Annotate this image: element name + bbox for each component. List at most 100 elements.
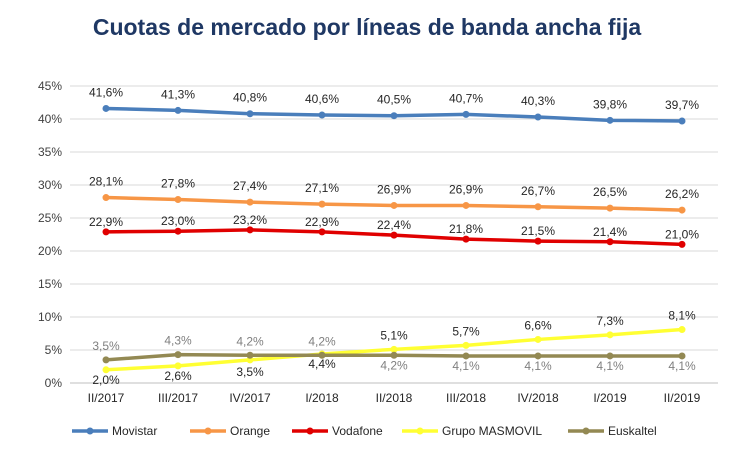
data-label: 27,8% xyxy=(161,177,195,191)
data-point xyxy=(534,335,542,343)
data-point xyxy=(606,331,614,339)
y-tick-label: 30% xyxy=(38,178,62,192)
legend-label: Euskaltel xyxy=(608,424,657,438)
data-point xyxy=(246,110,254,118)
data-label: 27,4% xyxy=(233,179,267,193)
data-point xyxy=(318,351,326,359)
data-point xyxy=(246,198,254,206)
data-label: 40,7% xyxy=(449,91,483,105)
data-label: 23,0% xyxy=(161,214,195,228)
data-label: 3,5% xyxy=(92,339,120,353)
legend-swatch-marker xyxy=(416,427,424,435)
data-label: 39,7% xyxy=(665,98,699,112)
x-tick-label: III/2018 xyxy=(446,391,486,405)
data-point xyxy=(534,113,542,121)
data-point xyxy=(462,352,470,360)
data-label: 21,5% xyxy=(521,224,555,238)
data-point xyxy=(318,111,326,119)
data-point xyxy=(534,203,542,211)
data-point xyxy=(462,201,470,209)
data-label: 40,8% xyxy=(233,91,267,105)
x-tick-label: IV/2017 xyxy=(229,391,271,405)
data-point xyxy=(174,106,182,114)
data-point xyxy=(534,352,542,360)
data-label: 27,1% xyxy=(305,181,339,195)
data-point xyxy=(390,345,398,353)
data-label: 3,5% xyxy=(236,365,264,379)
data-point xyxy=(678,240,686,248)
x-tick-label: IV/2018 xyxy=(517,391,559,405)
data-point xyxy=(318,200,326,208)
x-tick-label: II/2019 xyxy=(664,391,701,405)
data-label: 4,1% xyxy=(452,359,480,373)
data-point xyxy=(390,112,398,120)
data-point xyxy=(102,356,110,364)
data-point xyxy=(174,362,182,370)
data-label: 26,5% xyxy=(593,185,627,199)
data-label: 4,4% xyxy=(308,357,336,371)
legend-swatch-marker xyxy=(204,427,212,435)
data-point xyxy=(318,228,326,236)
data-label: 40,6% xyxy=(305,92,339,106)
data-label: 22,9% xyxy=(305,215,339,229)
data-point xyxy=(390,231,398,239)
legend-label: Vodafone xyxy=(332,424,383,438)
data-label: 41,6% xyxy=(89,85,123,99)
data-label: 26,9% xyxy=(449,182,483,196)
data-label: 39,8% xyxy=(593,97,627,111)
y-tick-label: 15% xyxy=(38,277,62,291)
data-point xyxy=(102,194,110,202)
y-tick-label: 35% xyxy=(38,145,62,159)
data-point xyxy=(678,206,686,214)
data-label: 5,1% xyxy=(380,328,408,342)
data-point xyxy=(390,201,398,209)
y-tick-label: 0% xyxy=(45,376,63,390)
legend-swatch-marker xyxy=(582,427,590,435)
data-label: 4,2% xyxy=(380,358,408,372)
y-tick-label: 20% xyxy=(38,244,62,258)
data-label: 26,2% xyxy=(665,187,699,201)
data-label: 4,1% xyxy=(668,359,696,373)
data-label: 4,2% xyxy=(236,334,264,348)
data-point xyxy=(462,110,470,118)
data-label: 2,0% xyxy=(92,373,120,387)
data-label: 22,4% xyxy=(377,218,411,232)
x-tick-label: II/2018 xyxy=(376,391,413,405)
data-point xyxy=(462,235,470,243)
data-point xyxy=(246,226,254,234)
data-point xyxy=(102,104,110,112)
data-point xyxy=(246,351,254,359)
y-tick-label: 40% xyxy=(38,112,62,126)
chart-title: Cuotas de mercado por líneas de banda an… xyxy=(92,14,642,40)
data-label: 21,4% xyxy=(593,225,627,239)
x-tick-label: I/2019 xyxy=(593,391,627,405)
data-label: 22,9% xyxy=(89,215,123,229)
y-tick-label: 25% xyxy=(38,211,62,225)
data-label: 23,2% xyxy=(233,213,267,227)
data-point xyxy=(678,352,686,360)
data-label: 26,9% xyxy=(377,182,411,196)
data-point xyxy=(606,238,614,246)
data-label: 2,6% xyxy=(164,369,192,383)
data-label: 7,3% xyxy=(596,314,624,328)
data-point xyxy=(174,196,182,204)
data-label: 4,1% xyxy=(524,359,552,373)
data-point xyxy=(102,228,110,236)
data-point xyxy=(390,351,398,359)
data-label: 4,1% xyxy=(596,359,624,373)
x-tick-label: II/2017 xyxy=(88,391,125,405)
data-label: 6,6% xyxy=(524,318,552,332)
data-point xyxy=(678,117,686,125)
data-label: 28,1% xyxy=(89,175,123,189)
data-point xyxy=(606,352,614,360)
data-label: 21,0% xyxy=(665,227,699,241)
legend-swatch-marker xyxy=(306,427,314,435)
y-tick-label: 10% xyxy=(38,310,62,324)
data-label: 21,8% xyxy=(449,222,483,236)
data-label: 4,2% xyxy=(308,334,336,348)
x-tick-label: I/2018 xyxy=(305,391,339,405)
data-point xyxy=(462,341,470,349)
data-point xyxy=(678,326,686,334)
